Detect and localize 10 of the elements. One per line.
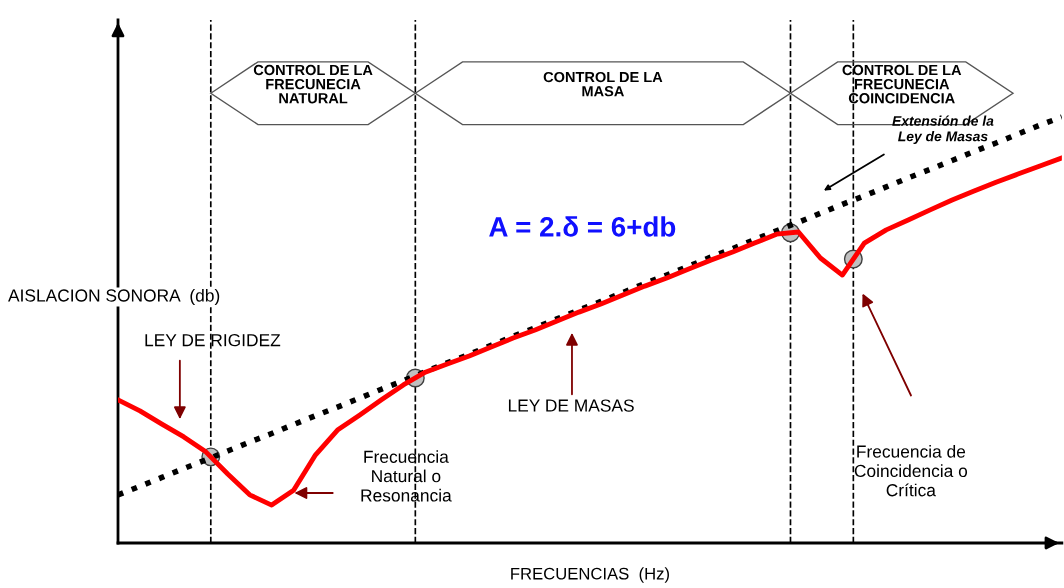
y-axis-title: AISLACION SONORA (db) <box>8 288 220 306</box>
annotation: Frecuencia de Coincidencia o Crítica <box>854 444 968 497</box>
x-axis-title: FRECUENCIAS (Hz) <box>511 567 669 583</box>
text: CONTROL DE LA FRECUNECIA COINCIDENCIA <box>842 64 962 104</box>
annotation: LEY DE RIGIDEZ <box>145 334 281 347</box>
annotation: LEY DE MASAS <box>508 399 634 412</box>
annotation: A = 2.δ = 6+db <box>489 216 676 237</box>
annotation: Frecuencia Natural o Resonancia <box>361 450 452 502</box>
text: CONTROL DE LA MASA <box>543 71 663 97</box>
text: CONTROL DE LA FRECUNECIA NATURAL <box>253 64 373 104</box>
